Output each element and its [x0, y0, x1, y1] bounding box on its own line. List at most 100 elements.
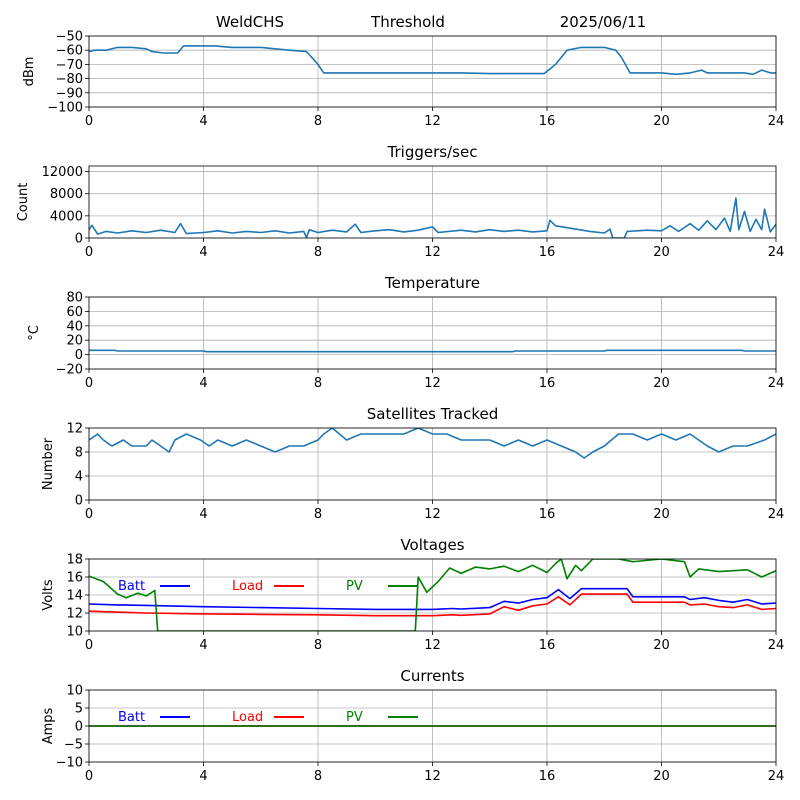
x-tick-label: 20 [653, 638, 670, 653]
x-tick-label: 16 [539, 245, 556, 260]
y-tick-label: −90 [56, 86, 83, 101]
y-tick-label: 5 [75, 702, 83, 717]
chart-panel-5: 0 4 8 12 16 20 24 −10 −5 0 5 10 Amps Currents Batt Load… [41, 667, 784, 784]
y-tick-label: 20 [66, 334, 83, 349]
x-tick-label: 8 [314, 638, 322, 653]
chart-title: Currents [400, 667, 464, 685]
y-tick-label: 14 [66, 589, 83, 604]
header-station: WeldCHS [216, 13, 284, 31]
y-tick-label: −10 [56, 756, 83, 771]
x-tick-label: 24 [768, 114, 785, 129]
x-tick-label: 16 [539, 114, 556, 129]
x-tick-label: 20 [653, 507, 670, 522]
x-tick-label: 24 [768, 769, 785, 784]
y-tick-label: 10 [66, 625, 83, 640]
x-tick-label: 4 [199, 638, 207, 653]
x-tick-label: 8 [314, 245, 322, 260]
x-tick-label: 0 [85, 376, 93, 391]
chart-panel-0: 0 4 8 12 16 20 24 −100−90−80−70−60−50 dBm [22, 30, 784, 130]
x-tick-label: 0 [85, 507, 93, 522]
x-tick-label: 16 [539, 507, 556, 522]
x-tick-label: 20 [653, 376, 670, 391]
y-axis-label: °C [27, 325, 42, 341]
y-tick-label: 0 [75, 348, 83, 363]
x-tick-label: 12 [424, 114, 441, 129]
y-axis-label: Volts [41, 579, 56, 611]
x-tick-label: 12 [424, 638, 441, 653]
series-line-0 [89, 428, 776, 459]
y-tick-label: 12000 [42, 165, 83, 180]
legend-label-batt: Batt [118, 710, 145, 725]
series-line-load [89, 593, 776, 617]
y-tick-label: 60 [66, 305, 83, 320]
header-label: Threshold [370, 13, 445, 31]
y-tick-label: −80 [56, 72, 83, 87]
legend-label-pv: PV [346, 710, 363, 725]
y-axis-label: dBm [22, 57, 37, 87]
x-tick-label: 12 [424, 245, 441, 260]
x-tick-label: 20 [653, 245, 670, 260]
x-tick-label: 20 [653, 114, 670, 129]
chart-title: Temperature [384, 274, 480, 292]
y-tick-label: 4 [75, 470, 83, 485]
y-tick-label: 10 [66, 684, 83, 699]
x-tick-label: 20 [653, 769, 670, 784]
x-tick-label: 0 [85, 245, 93, 260]
y-tick-label: −100 [47, 101, 83, 116]
series-line-0 [89, 45, 776, 76]
x-tick-label: 4 [199, 507, 207, 522]
x-tick-label: 8 [314, 507, 322, 522]
y-tick-label: 12 [66, 607, 83, 622]
x-tick-label: 4 [199, 769, 207, 784]
series-line-0 [89, 349, 776, 353]
x-tick-label: 0 [85, 769, 93, 784]
x-tick-label: 16 [539, 376, 556, 391]
chart-panel-3: 0 4 8 12 16 20 24 0 4 8 12 Number Satellites Tracked [41, 405, 784, 522]
chart-title: Triggers/sec [387, 143, 478, 161]
chart-panel-4: 0 4 8 12 16 20 24 10 12 14 16 18 Volts Voltages Batt Lo… [41, 536, 784, 653]
series-line-0 [89, 197, 776, 238]
series-line-pv [89, 559, 776, 631]
x-tick-label: 8 [314, 114, 322, 129]
y-tick-label: −60 [56, 44, 83, 59]
y-tick-label: 18 [66, 553, 83, 568]
chart-title: Satellites Tracked [367, 405, 498, 423]
x-tick-label: 0 [85, 638, 93, 653]
legend-label-batt: Batt [118, 579, 145, 594]
x-tick-label: 8 [314, 769, 322, 784]
x-tick-label: 4 [199, 114, 207, 129]
y-tick-label: 40 [66, 319, 83, 334]
legend-label-pv: PV [346, 579, 363, 594]
legend-label-load: Load [232, 579, 263, 594]
chart-title: Voltages [400, 536, 464, 554]
y-tick-label: 0 [75, 494, 83, 509]
x-tick-label: 0 [85, 114, 93, 129]
x-tick-label: 4 [199, 376, 207, 391]
y-tick-label: −70 [56, 58, 83, 73]
y-tick-label: 8000 [50, 187, 83, 202]
legend-label-load: Load [232, 710, 263, 725]
y-axis-label: Amps [41, 707, 56, 744]
x-tick-label: 24 [768, 376, 785, 391]
y-axis-label: Number [41, 437, 56, 490]
x-tick-label: 4 [199, 245, 207, 260]
y-tick-label: 12 [66, 422, 83, 437]
y-tick-label: 4000 [50, 209, 83, 224]
series-line-batt [89, 587, 776, 611]
x-tick-label: 16 [539, 638, 556, 653]
y-tick-label: −5 [64, 738, 83, 753]
x-tick-label: 12 [424, 507, 441, 522]
y-tick-label: 8 [75, 446, 83, 461]
y-tick-label: 80 [66, 291, 83, 306]
y-tick-label: 0 [75, 720, 83, 735]
x-tick-label: 16 [539, 769, 556, 784]
x-tick-label: 24 [768, 638, 785, 653]
x-tick-label: 24 [768, 245, 785, 260]
x-tick-label: 12 [424, 376, 441, 391]
x-tick-label: 24 [768, 507, 785, 522]
y-tick-label: −20 [56, 363, 83, 378]
y-tick-label: 16 [66, 571, 83, 586]
x-tick-label: 8 [314, 376, 322, 391]
